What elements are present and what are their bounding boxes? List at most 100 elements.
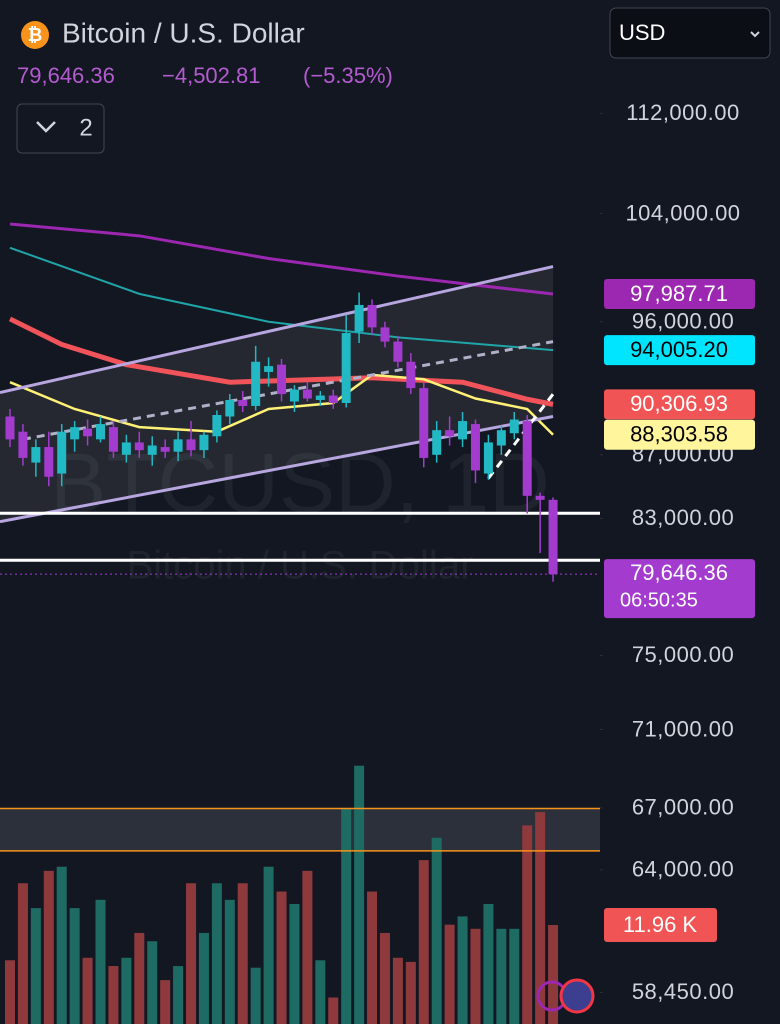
candle-body	[44, 447, 54, 477]
trend-line	[487, 393, 555, 480]
volume-bar	[134, 932, 145, 1024]
volume-bar	[315, 960, 326, 1024]
volume-bar	[30, 908, 41, 1024]
y-tick-label: 64,000.00	[632, 857, 734, 882]
candle-body	[251, 361, 261, 406]
volume-bar	[160, 980, 171, 1024]
volume-bar	[457, 916, 468, 1024]
last-price-label	[604, 559, 755, 619]
moving-average-line	[8, 316, 554, 407]
volume-bar	[341, 808, 352, 1024]
candle-body	[18, 431, 28, 458]
volume-bar	[237, 883, 248, 1024]
chevron-icon	[36, 121, 56, 133]
volume-bar	[5, 960, 15, 1024]
candle-body	[289, 389, 299, 402]
candle-body	[393, 341, 403, 362]
indicators-toggle[interactable]	[16, 103, 105, 154]
flag-icon[interactable]	[559, 978, 595, 1014]
currency: USD	[619, 20, 665, 45]
y-tick-label: 75,000.00	[632, 642, 734, 667]
volume-bar	[43, 870, 54, 1024]
volume-bar	[108, 966, 119, 1024]
candle-body	[173, 439, 183, 452]
countdown: 06:50:35	[620, 589, 698, 611]
volume-bar	[548, 924, 559, 1024]
y-tick-label: 67,000.00	[632, 795, 734, 820]
price-change-percent: (−5.35%)	[303, 63, 393, 88]
last-price-text: 79,646.36	[630, 560, 728, 585]
volume-bar	[147, 941, 158, 1024]
volume-bar	[354, 765, 365, 1024]
volume-bar	[431, 837, 442, 1024]
y-tick-label: 96,000.00	[632, 309, 734, 334]
candle-body	[83, 428, 93, 437]
volume-bar	[405, 961, 416, 1024]
candle-body	[496, 430, 506, 446]
volume-bar	[224, 899, 235, 1024]
volume-bar	[535, 812, 546, 1024]
candle-body	[199, 434, 209, 451]
price-axis: 112,000.00104,000.0096,000.0087,000.0083…	[600, 100, 755, 1004]
volume-bar	[198, 932, 209, 1024]
bitcoin-symbol: ₿	[28, 25, 43, 45]
ma-price-label	[604, 335, 755, 366]
candle-body	[147, 445, 157, 455]
ma-price-text: 90,306.93	[630, 391, 728, 416]
moving-average-line	[9, 246, 554, 352]
volume-bar	[392, 957, 403, 1024]
candle-body	[225, 399, 235, 417]
ma-price-text: 97,987.71	[630, 281, 728, 306]
dropdown-icon	[750, 31, 760, 38]
candle-body	[264, 366, 274, 372]
y-tick-label: 71,000.00	[632, 716, 734, 741]
candle-body	[458, 421, 468, 440]
candle-body	[277, 364, 287, 395]
ma-price-text: 94,005.20	[630, 337, 728, 362]
volume-bar	[56, 866, 67, 1024]
zone	[0, 808, 600, 851]
volume-bar	[470, 928, 481, 1024]
volume-bar	[328, 997, 339, 1024]
volume-bar	[289, 903, 300, 1024]
ma-price-text: 88,303.58	[630, 422, 728, 447]
candle-body	[483, 442, 493, 474]
candle-body	[522, 421, 532, 496]
volume-bar	[211, 883, 222, 1024]
candle-body	[406, 361, 416, 389]
candle-body	[535, 495, 545, 500]
currency-select[interactable]	[609, 7, 771, 59]
candle-body	[380, 327, 390, 342]
last-price: 79,646.36	[17, 63, 115, 88]
candle-body	[328, 395, 338, 403]
candle-body	[445, 430, 455, 437]
ma-price-label	[604, 389, 755, 420]
candle-body	[341, 333, 351, 403]
candle-body	[160, 447, 170, 452]
chart-title: Bitcoin / U.S. Dollar	[62, 17, 305, 48]
y-tick-label: 112,000.00	[626, 100, 739, 125]
volume-bar	[496, 928, 507, 1024]
volume-bar	[263, 866, 274, 1024]
volume-bar	[379, 932, 390, 1024]
channel-fill	[0, 266, 554, 522]
volume-bar	[69, 908, 80, 1024]
candle-body	[5, 416, 15, 440]
y-tick-label: 104,000.00	[625, 200, 740, 225]
volume-bar	[276, 891, 287, 1024]
volume-text: 11.96 K	[623, 912, 698, 937]
moving-average-line	[9, 222, 554, 296]
trend-line	[22, 340, 554, 441]
volume-bar	[17, 883, 28, 1024]
ma-price-label	[604, 419, 755, 450]
candle-body	[315, 395, 325, 400]
price-change: −4,502.81	[162, 63, 260, 88]
candle-body	[548, 499, 558, 575]
candle-body	[134, 442, 144, 451]
indicator-count: 2	[79, 114, 92, 141]
volume-bar	[367, 891, 378, 1024]
volume-bar	[302, 870, 313, 1024]
